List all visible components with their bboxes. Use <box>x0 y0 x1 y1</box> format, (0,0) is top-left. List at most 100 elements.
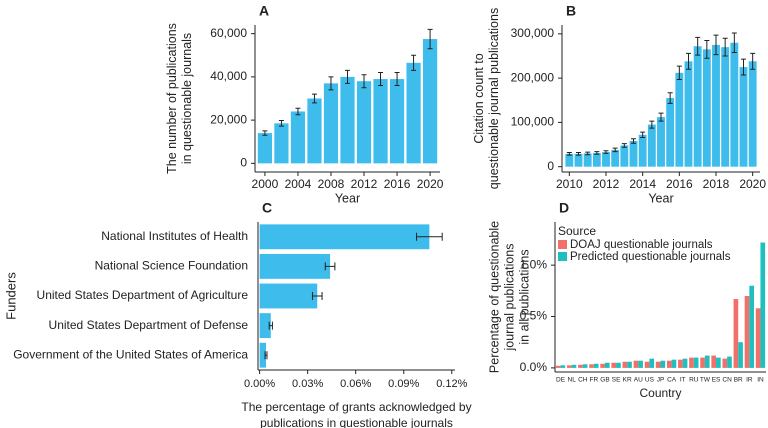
bar <box>611 362 617 368</box>
bar <box>749 285 755 368</box>
bar <box>604 362 610 368</box>
x-tick-label: CA <box>667 377 677 384</box>
bar <box>307 98 322 164</box>
bar <box>274 123 289 164</box>
bar <box>738 342 743 368</box>
bar <box>649 358 655 368</box>
y-axis-label: in questionable journals <box>180 33 194 164</box>
bar <box>666 98 675 167</box>
bar <box>748 61 757 167</box>
x-tick-label: JP <box>657 377 665 384</box>
x-tick-label: 0.09% <box>388 378 419 390</box>
x-tick-label: BR <box>734 377 743 384</box>
bar <box>644 361 650 368</box>
bar <box>578 364 583 368</box>
y-axis-label: The number of publications <box>165 23 179 174</box>
x-tick-label: IR <box>746 377 753 384</box>
bar <box>700 357 705 368</box>
y-tick-label: 60,000 <box>210 26 247 40</box>
y-tick-label: National Institutes of Health <box>101 229 248 243</box>
y-axis-label: Percentage of questionable <box>487 221 501 373</box>
bar <box>574 153 583 167</box>
error-bar <box>411 54 417 71</box>
x-tick-label: 2016 <box>666 177 693 191</box>
error-bar <box>394 72 400 87</box>
bar <box>259 313 271 339</box>
y-axis-label: Citation count to <box>472 53 486 143</box>
y-tick-label: 20,000 <box>210 112 247 126</box>
y-axis-label: journal publications <box>502 243 516 351</box>
error-bar <box>311 292 323 300</box>
error-bar <box>658 112 664 122</box>
legend-label: DOAJ questionable journals <box>570 239 713 251</box>
bar <box>259 283 318 309</box>
x-tick-label: 0.06% <box>340 378 371 390</box>
error-bar <box>378 72 384 87</box>
bar <box>689 357 694 368</box>
bar <box>560 365 566 368</box>
x-tick-label: IT <box>680 377 686 384</box>
x-tick-label: CH <box>578 377 588 384</box>
error-bar <box>278 120 284 127</box>
bar <box>655 361 661 368</box>
bar <box>620 145 629 167</box>
bar <box>702 49 711 167</box>
x-tick-label: 2012 <box>593 177 620 191</box>
x-tick-label: 2008 <box>318 177 345 191</box>
legend-title: Source <box>558 224 596 238</box>
bar <box>682 358 688 368</box>
legend-label: Predicted questionable journals <box>570 251 731 263</box>
bar <box>733 299 739 368</box>
bar <box>693 46 702 167</box>
error-bar <box>621 143 627 148</box>
bar <box>633 360 639 368</box>
x-tick-label: ES <box>712 377 721 384</box>
y-tick-label: 0.5% <box>520 309 548 323</box>
bar <box>589 364 594 368</box>
bar <box>356 81 372 164</box>
bar <box>566 365 572 368</box>
error-bar <box>566 152 572 156</box>
bar <box>684 61 693 167</box>
error-bar <box>750 52 756 70</box>
bar <box>389 79 405 164</box>
bar <box>660 360 666 368</box>
x-tick-label: 0.00% <box>244 378 275 390</box>
bar <box>678 359 683 368</box>
y-tick-label: United States Department of Agriculture <box>37 288 249 302</box>
panel-label: B <box>566 3 576 19</box>
x-tick-label: 0.12% <box>436 378 467 390</box>
bar <box>721 47 730 167</box>
panel-label: C <box>262 200 272 216</box>
error-bar <box>631 138 636 144</box>
bar <box>711 355 717 368</box>
legend-swatch <box>558 252 567 261</box>
y-tick-label: 0.0% <box>520 360 548 374</box>
y-axis-label: questionable journal publications <box>487 8 501 189</box>
bar <box>671 359 677 368</box>
y-tick-label: 100,000 <box>511 115 555 129</box>
x-tick-label: NL <box>568 377 577 384</box>
error-bar <box>576 152 581 156</box>
x-tick-label: 2010 <box>556 177 583 191</box>
y-axis-label: in all publications <box>517 249 531 344</box>
bar <box>406 62 421 164</box>
bar <box>583 153 592 167</box>
bar <box>716 357 721 368</box>
y-tick-label: 0 <box>547 159 554 173</box>
x-axis-label: Country <box>639 386 681 400</box>
bar <box>760 242 766 368</box>
panel-label: A <box>259 3 269 19</box>
x-tick-label: 2000 <box>252 177 279 191</box>
bar <box>593 363 599 368</box>
error-bar <box>268 321 273 330</box>
error-bar <box>667 92 673 104</box>
bar <box>675 72 684 167</box>
bar <box>582 364 588 368</box>
x-tick-label: DE <box>556 377 566 384</box>
error-bar <box>686 52 691 70</box>
error-bar <box>594 151 600 155</box>
error-bar <box>328 76 334 91</box>
x-axis-label: Year <box>648 191 673 205</box>
x-tick-label: GB <box>600 377 609 384</box>
